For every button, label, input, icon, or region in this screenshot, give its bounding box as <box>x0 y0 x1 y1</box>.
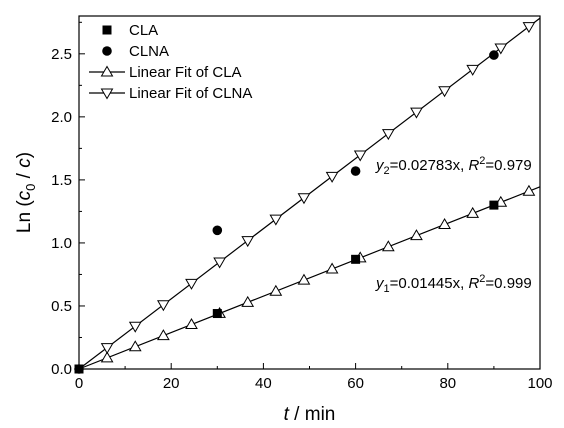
y-tick-label: 1.5 <box>51 172 72 189</box>
x-tick-label: 40 <box>255 375 272 392</box>
fit-line <box>78 186 541 370</box>
annot-clna-sub: 2 <box>384 165 390 177</box>
fit-marker <box>156 329 170 341</box>
y-tick-label: 2.0 <box>51 109 72 126</box>
annot-cla-sup: 2 <box>479 273 485 285</box>
annot-clna-eq: =0.02783x, <box>390 157 469 174</box>
data-series <box>74 17 541 374</box>
y-tick-label: 0.0 <box>51 361 72 378</box>
annot-cla-y: y <box>375 275 385 292</box>
x-axis-var: t <box>284 404 290 425</box>
fit-marker <box>522 184 536 196</box>
fit-marker <box>100 351 114 363</box>
fit-marker <box>156 300 170 312</box>
annot-cla-eq: =0.01445x, <box>390 275 469 292</box>
x-axis-unit: / min <box>289 404 335 425</box>
annot-cla-r: R <box>468 275 479 292</box>
fit-marker <box>128 321 142 333</box>
legend-marker <box>100 65 114 77</box>
y-tick-label: 2.5 <box>51 46 72 63</box>
annot-clna-val: =0.979 <box>485 157 531 174</box>
fit-marker <box>297 273 311 285</box>
fit-marker <box>410 229 423 241</box>
data-point <box>74 364 84 374</box>
legend-marker <box>102 46 112 56</box>
fit-marker <box>381 129 395 141</box>
legend-item-1: CLNA <box>102 43 169 60</box>
series-3 <box>78 17 541 370</box>
data-point <box>489 200 499 210</box>
axis-ticks: 0 20 40 60 80 100 0.0 0.5 1.0 1.5 2.0 2.5 <box>51 21 553 392</box>
annot-cla-val: =0.999 <box>485 275 531 292</box>
fit-marker <box>269 284 283 296</box>
data-point <box>489 50 499 60</box>
fit-marker <box>128 340 142 352</box>
annot-clna-sup: 2 <box>479 155 485 167</box>
fit-marker <box>466 206 480 218</box>
annot-clna-r: R <box>468 157 479 174</box>
legend-item-2: Linear Fit of CLA <box>89 64 242 81</box>
data-point <box>212 309 222 319</box>
fit-marker <box>381 240 395 252</box>
annotation-clna-fit: y2=0.02783x, R2=0.979 <box>375 155 532 177</box>
y-tick-label: 0.5 <box>51 298 72 315</box>
fit-marker <box>241 295 255 307</box>
x-tick-label: 60 <box>347 375 364 392</box>
fit-marker <box>353 150 367 162</box>
data-point <box>212 225 223 236</box>
fit-marker <box>213 257 226 269</box>
fit-marker <box>241 236 255 248</box>
fit-marker <box>325 171 339 183</box>
annotation-cla-fit: y1=0.01445x, R2=0.999 <box>375 273 532 295</box>
legend-label: Linear Fit of CLNA <box>129 85 252 102</box>
fit-marker <box>494 43 508 55</box>
y-axis-mid: / <box>14 168 35 184</box>
fit-marker <box>438 218 451 230</box>
y-axis-c0: c <box>14 190 35 200</box>
y-axis-title: Ln (c0 / c) <box>14 152 38 233</box>
fit-marker <box>185 278 198 290</box>
fit-marker <box>466 64 480 76</box>
legend-marker <box>102 25 112 35</box>
points-1 <box>74 50 499 374</box>
fit-marker <box>410 107 423 119</box>
y-axis-c: c <box>14 158 35 168</box>
x-tick-label: 20 <box>163 375 180 392</box>
legend-label: Linear Fit of CLA <box>129 64 242 81</box>
legend-label: CLNA <box>129 43 169 60</box>
legend-item-0: CLA <box>102 22 158 39</box>
y-axis-sub: 0 <box>23 184 38 191</box>
x-tick-label: 0 <box>75 375 83 392</box>
x-tick-label: 80 <box>439 375 456 392</box>
legend: CLA CLNA Linear Fit of CLA Linear Fit of CL… <box>89 22 252 102</box>
legend-label: CLA <box>129 22 158 39</box>
x-tick-label: 100 <box>527 375 552 392</box>
fit-marker <box>100 343 114 355</box>
data-point <box>351 254 361 264</box>
fit-marker <box>438 86 451 98</box>
y-tick-label: 1.0 <box>51 235 72 252</box>
fit-marker <box>522 22 536 34</box>
fit-marker <box>297 193 311 205</box>
fit-marker <box>185 318 198 330</box>
x-axis-title: t / min <box>284 404 336 425</box>
legend-item-3: Linear Fit of CLNA <box>89 85 252 102</box>
legend-marker <box>100 88 114 100</box>
data-point <box>350 166 361 176</box>
fit-marker <box>325 262 339 274</box>
y-axis-suffix: ) <box>14 152 35 158</box>
annot-cla-sub: 1 <box>384 283 390 295</box>
annot-clna-y: y <box>375 157 385 174</box>
series-2 <box>78 184 541 370</box>
fit-marker <box>269 214 283 226</box>
y-axis-prefix: Ln ( <box>14 200 35 233</box>
